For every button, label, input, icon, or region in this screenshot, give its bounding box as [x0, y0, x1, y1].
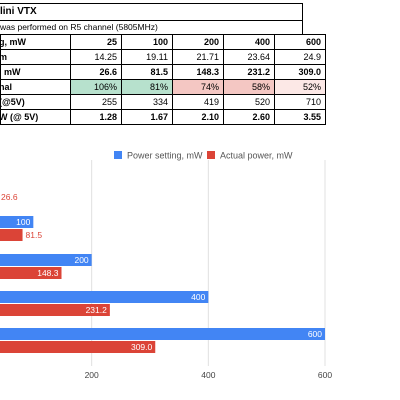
legend-label: Power setting, mW: [127, 151, 203, 161]
data-table: g, mW 25 100 200 400 600 m14.2519.1121.7…: [0, 34, 326, 125]
table-cell: 231.2: [223, 64, 275, 80]
power-setting-bar: [0, 254, 92, 266]
table-cell: 106%: [70, 79, 122, 95]
bar-chart: 200 400 600 Power setting, mW Actual power, …: [0, 151, 332, 380]
row-label-cell: (@5V): [0, 94, 71, 110]
power-setting-bar: [0, 216, 34, 228]
table-cell: 2.60: [223, 109, 275, 125]
table-cell: 419: [172, 94, 224, 110]
table-cell: 2.10: [172, 109, 224, 125]
header-cell: 200: [172, 34, 224, 50]
table-cell: 3.55: [274, 109, 326, 125]
actual-power-bar: [0, 304, 110, 316]
power-setting-bar: [0, 328, 325, 340]
table-cell: 21.71: [172, 49, 224, 65]
actual-power-bar: [0, 267, 62, 279]
table-cell: 74%: [172, 79, 224, 95]
bar-value-label: 26.6: [1, 192, 18, 202]
header-label-cell: g, mW: [0, 34, 71, 50]
row-label-cell: W (@ 5V): [0, 109, 71, 125]
power-setting-bar: [0, 291, 209, 303]
sheet-note-text: was performed on R5 channel (5805MHz): [0, 22, 158, 32]
actual-power-bar: [0, 341, 156, 353]
bar-value-label: 309.0: [131, 342, 153, 352]
x-tick-label: 400: [201, 370, 215, 380]
table-cell: 334: [121, 94, 173, 110]
bar-value-label: 231.2: [86, 305, 108, 315]
header-cell: 400: [223, 34, 275, 50]
bar-value-label: 200: [74, 255, 88, 265]
table-header-row: g, mW 25 100 200 400 600: [0, 34, 326, 50]
header-cell: 25: [70, 34, 122, 50]
table-cell: 19.11: [121, 49, 173, 65]
row-label-cell: m: [0, 49, 71, 65]
header-cell: 600: [274, 34, 326, 50]
sheet-note: was performed on R5 channel (5805MHz): [0, 20, 303, 35]
row-label-cell: nal: [0, 79, 71, 95]
table-cell: 24.9: [274, 49, 326, 65]
table-cell: 1.67: [121, 109, 173, 125]
table-cell: 309.0: [274, 64, 326, 80]
table-cell: 255: [70, 94, 122, 110]
table-cell: 148.3: [172, 64, 224, 80]
table-cell: 81.5: [121, 64, 173, 80]
sheet-title: lini VTX: [0, 3, 303, 21]
table-cell: 81%: [121, 79, 173, 95]
bar-value-label: 100: [16, 217, 30, 227]
table-cell: 710: [274, 94, 326, 110]
x-tick-label: 200: [85, 370, 99, 380]
bar-value-label: 148.3: [37, 268, 59, 278]
bar-value-label: 81.5: [26, 230, 43, 240]
bar-value-label: 400: [191, 292, 205, 302]
table-cell: 23.64: [223, 49, 275, 65]
table-cell: 52%: [274, 79, 326, 95]
spreadsheet: lini VTX was performed on R5 channel (58…: [0, 0, 400, 126]
table-cell: 26.6: [70, 64, 122, 80]
legend-swatch: [114, 151, 122, 159]
legend-label: Actual power, mW: [220, 151, 293, 161]
table-row: (@5V) 255 334 419 520 710: [0, 94, 326, 110]
table-row: , mW 26.6 81.5 148.3 231.2 309.0: [0, 64, 326, 80]
table-row: W (@ 5V) 1.28 1.67 2.10 2.60 3.55: [0, 109, 326, 125]
table-cell: 1.28: [70, 109, 122, 125]
header-cell: 100: [121, 34, 173, 50]
x-tick-label: 600: [318, 370, 332, 380]
table-cell: 14.25: [70, 49, 122, 65]
table-cell: 520: [223, 94, 275, 110]
table-row: nal106%81%74%58%52%: [0, 79, 326, 95]
row-label-cell: , mW: [0, 64, 71, 80]
bar-value-label: 600: [308, 329, 322, 339]
table-cell: 58%: [223, 79, 275, 95]
sheet-title-text: lini VTX: [0, 6, 37, 17]
actual-power-bar: [0, 229, 23, 241]
legend-swatch: [207, 151, 215, 159]
